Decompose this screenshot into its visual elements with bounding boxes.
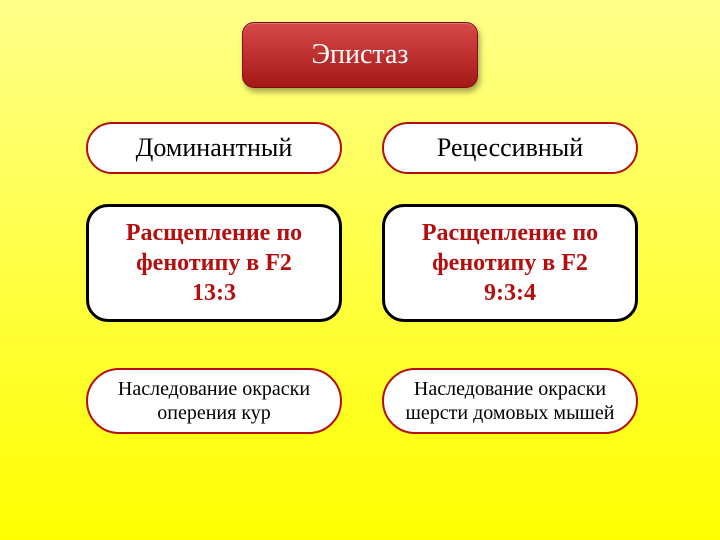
ratio-block-right: Расщепление по фенотипу в F29:3:4 [382, 204, 638, 322]
type-label-left-text: Доминантный [136, 132, 293, 163]
ratio-block-left-text: Расщепление по фенотипу в F213:3 [103, 218, 325, 308]
title-text: Эпистаз [312, 39, 409, 71]
ratio-block-right-text: Расщепление по фенотипу в F29:3:4 [399, 218, 621, 308]
type-label-left: Доминантный [86, 122, 342, 174]
example-right: Наследование окраски шерсти домовых мыше… [382, 368, 638, 434]
example-left: Наследование окраски оперения кур [86, 368, 342, 434]
example-right-text: Наследование окраски шерсти домовых мыше… [394, 377, 626, 425]
type-label-right: Рецессивный [382, 122, 638, 174]
title-box: Эпистаз [242, 22, 478, 88]
slide-canvas: Эпистаз Доминантный Рецессивный Расщепле… [0, 0, 720, 540]
example-left-text: Наследование окраски оперения кур [98, 377, 330, 425]
type-label-right-text: Рецессивный [437, 132, 583, 163]
ratio-block-left: Расщепление по фенотипу в F213:3 [86, 204, 342, 322]
